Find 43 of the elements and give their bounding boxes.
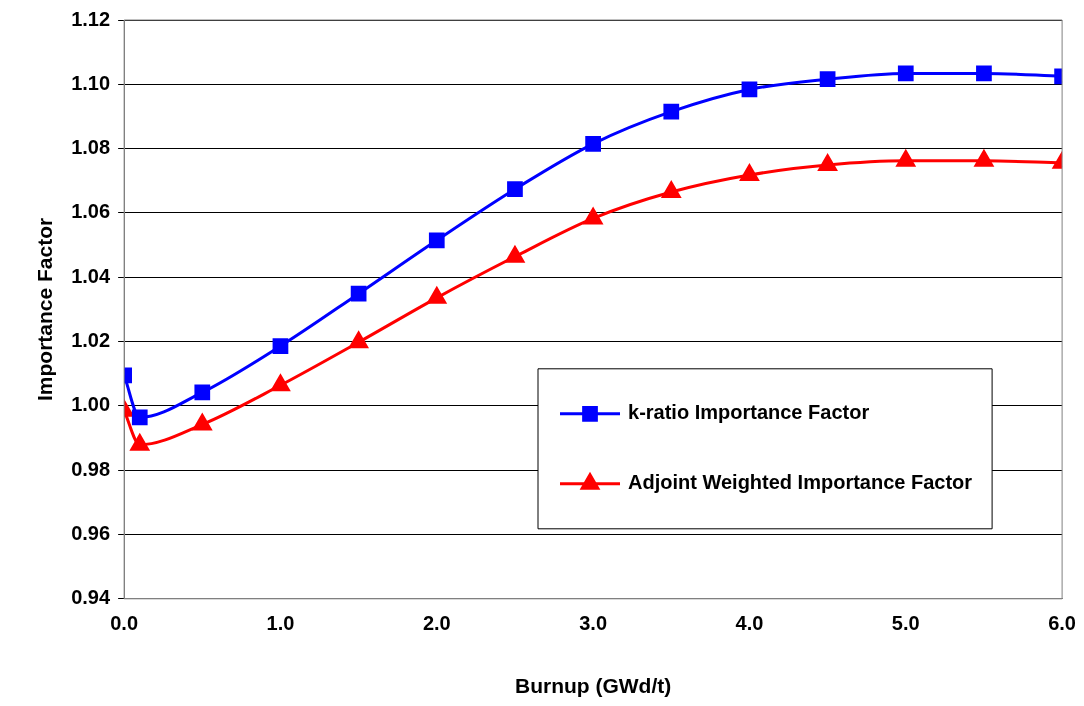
point [349, 331, 368, 349]
point [130, 434, 150, 451]
x-axis-title: Burnup (GWd/t) [514, 674, 672, 698]
x-tick-label: 3.0 [579, 612, 608, 635]
legend-label: Adjoint Weighted Importance Factor [628, 471, 973, 494]
y-tick-label: 1.02 [71, 329, 111, 352]
point [272, 338, 289, 354]
point [350, 285, 367, 302]
point [583, 207, 603, 225]
point [819, 71, 836, 88]
y-tick-label: 1.06 [71, 200, 111, 223]
y-tick-label: 0.96 [71, 522, 111, 544]
y-tick-label: 1.10 [71, 71, 111, 94]
y-tick-label: 1.12 [71, 7, 111, 30]
point [193, 414, 212, 431]
x-tick-label: 6.0 [1048, 612, 1076, 635]
point [976, 65, 992, 82]
point [741, 81, 758, 98]
point [505, 246, 525, 263]
x-tick-label: 5.0 [891, 612, 920, 635]
point [661, 181, 681, 199]
point [663, 103, 680, 120]
point [818, 154, 837, 172]
x-tick-label: 0.0 [110, 612, 139, 635]
point [740, 164, 759, 181]
point [271, 374, 290, 392]
y-axis-title: Importance Factor [33, 217, 57, 402]
y-tick-label: 0.94 [71, 586, 111, 609]
y-tick-label: 0.98 [71, 457, 111, 480]
x-tick-label: 2.0 [422, 612, 451, 635]
y-tick-label: 1.08 [71, 136, 111, 159]
point [427, 287, 447, 304]
point [897, 65, 914, 82]
x-tick-label: 4.0 [735, 612, 764, 635]
point [585, 135, 601, 152]
y-tick-label: 1.00 [71, 393, 111, 416]
y-tick-label: 1.04 [71, 264, 111, 287]
x-tick-label: 1.0 [266, 612, 295, 635]
point [428, 232, 445, 249]
point [974, 150, 994, 167]
point [896, 150, 916, 167]
point [507, 181, 523, 197]
legend-label: k-ratio Importance Factor [628, 401, 870, 424]
